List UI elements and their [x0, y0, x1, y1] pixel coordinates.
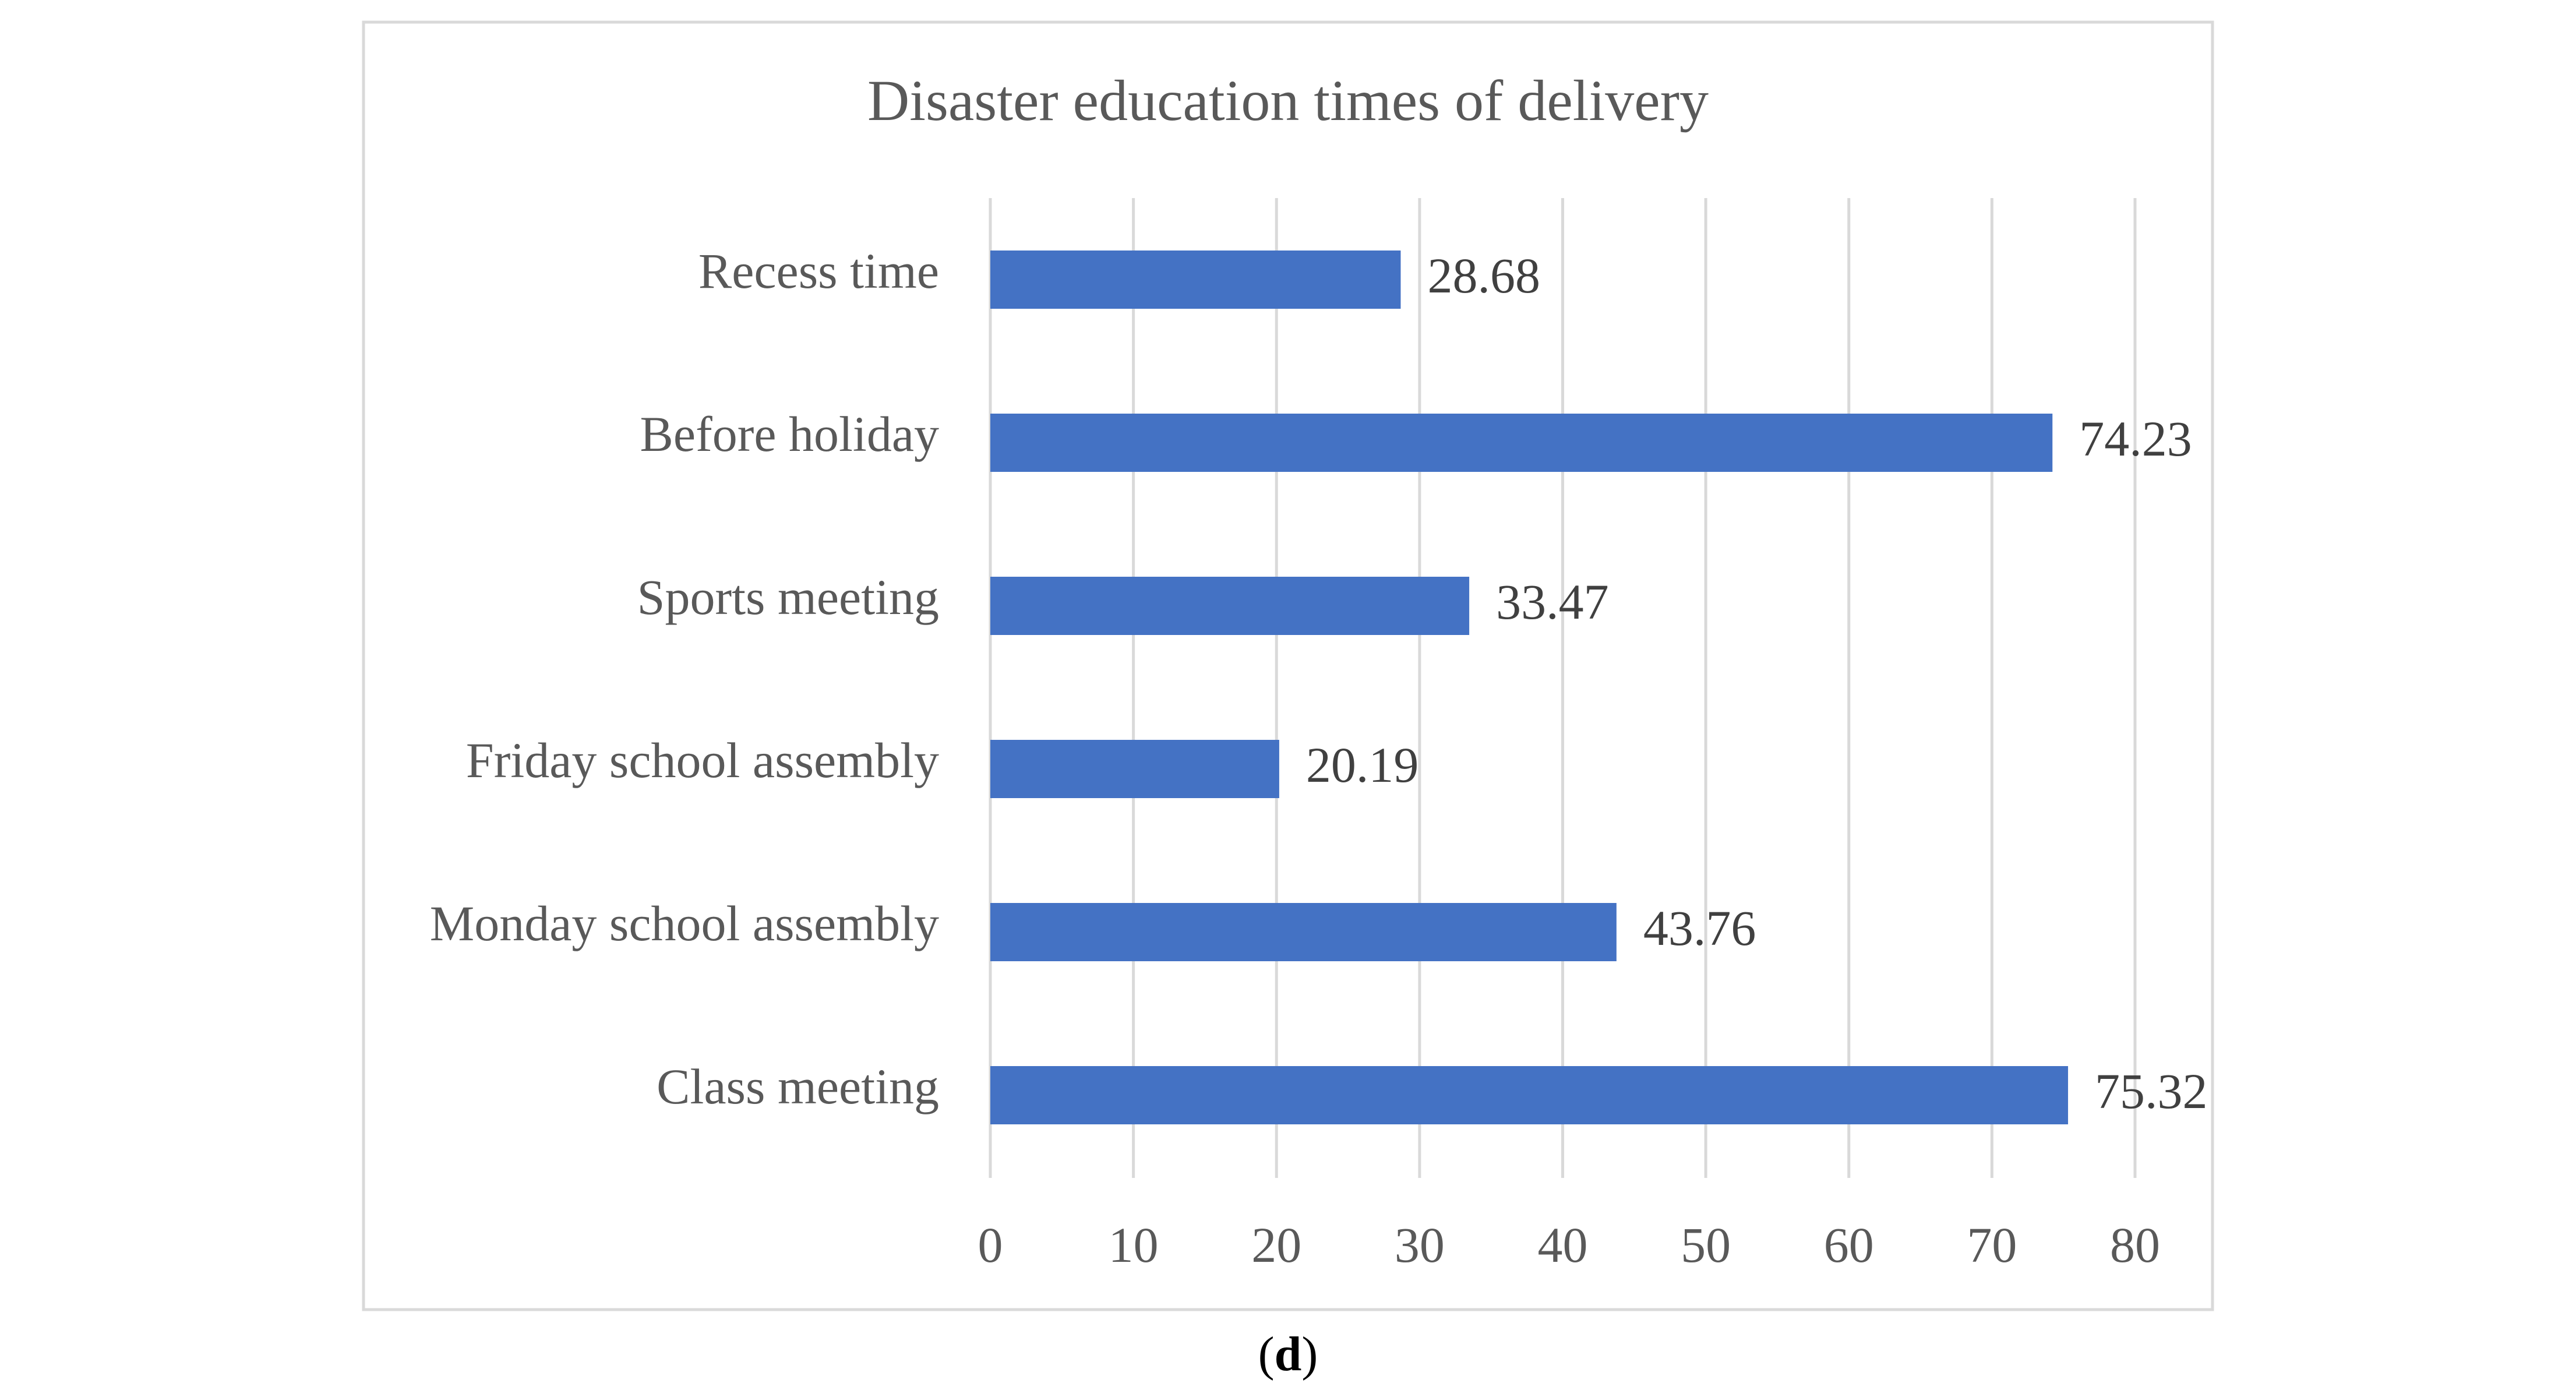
bar [990, 903, 1617, 961]
bar [990, 414, 2053, 472]
x-tick-label: 80 [2110, 1217, 2160, 1273]
data-label: 33.47 [1496, 574, 1609, 630]
category-label: Friday school assembly [466, 732, 939, 788]
data-label: 74.23 [2079, 411, 2192, 467]
bar [990, 1066, 2069, 1124]
bars [990, 251, 2069, 1124]
x-tick-label: 20 [1251, 1217, 1301, 1273]
x-tick-label: 0 [978, 1217, 1003, 1273]
caption-open-paren: ( [1258, 1327, 1275, 1381]
caption-letter: d [1275, 1327, 1302, 1381]
x-tick-label: 60 [1824, 1217, 1874, 1273]
x-tick-label: 50 [1681, 1217, 1731, 1273]
category-labels: Recess time Before holiday Sports meeting F… [430, 243, 939, 1114]
x-tick-label: 10 [1109, 1217, 1159, 1273]
category-label: Recess time [698, 243, 939, 299]
data-label: 75.32 [2095, 1063, 2208, 1119]
x-tick-label: 70 [1967, 1217, 2017, 1273]
data-label: 28.68 [1427, 248, 1540, 304]
gridlines [989, 198, 2137, 1178]
bar [990, 577, 1470, 635]
x-tick-label: 40 [1538, 1217, 1588, 1273]
data-labels: 28.68 74.23 33.47 20.19 43.76 75.32 [1306, 248, 2208, 1119]
figure-caption: (d) [1258, 1327, 1318, 1381]
data-label: 20.19 [1306, 737, 1419, 793]
bar [990, 251, 1401, 309]
bar [990, 740, 1279, 798]
x-axis-tick-labels: 0 10 20 30 40 50 60 70 80 [978, 1217, 2161, 1273]
category-label: Before holiday [640, 406, 939, 462]
category-label: Sports meeting [637, 569, 939, 625]
x-tick-label: 30 [1395, 1217, 1445, 1273]
data-label: 43.76 [1643, 900, 1756, 956]
chart-title: Disaster education times of delivery [867, 68, 1709, 133]
category-label: Class meeting [657, 1059, 939, 1114]
caption-close-paren: ) [1301, 1327, 1318, 1381]
category-label: Monday school assembly [430, 895, 939, 951]
